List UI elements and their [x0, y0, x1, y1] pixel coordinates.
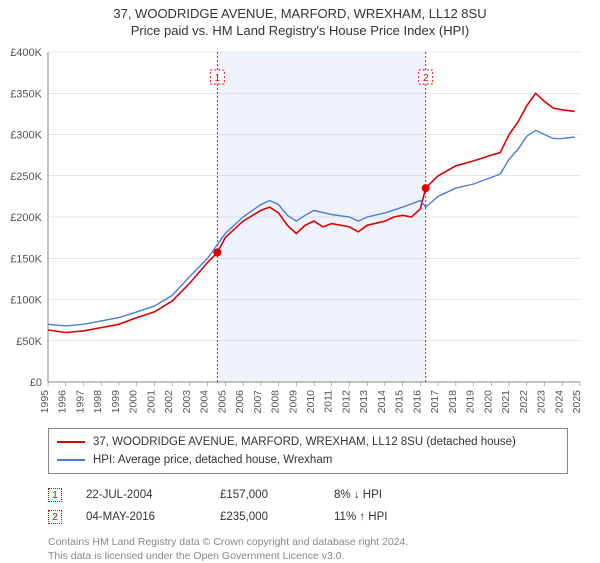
svg-text:2: 2: [423, 73, 429, 84]
svg-text:1998: 1998: [92, 390, 104, 414]
svg-text:2025: 2025: [571, 390, 583, 414]
sale-hpi: 8% ↓ HPI: [334, 489, 568, 501]
sale-price: £157,000: [220, 489, 310, 501]
svg-text:2013: 2013: [358, 390, 370, 414]
footnote-line: Contains HM Land Registry data © Crown c…: [48, 536, 568, 550]
svg-text:£350K: £350K: [10, 88, 42, 100]
svg-text:2018: 2018: [447, 390, 459, 414]
line-chart-svg: 1 2 £0 £50K £100K £150K £200K £250K £300K £350K £…: [0, 42, 600, 422]
svg-text:2011: 2011: [323, 390, 335, 413]
svg-text:2024: 2024: [553, 390, 565, 414]
chart-container: 37, WOODRIDGE AVENUE, MARFORD, WREXHAM, …: [0, 0, 600, 560]
svg-text:2002: 2002: [163, 390, 175, 414]
chart-footnote: Contains HM Land Registry data © Crown c…: [48, 536, 568, 563]
svg-text:2005: 2005: [216, 390, 228, 414]
svg-text:2008: 2008: [270, 390, 282, 414]
sale-hpi: 11% ↑ HPI: [334, 511, 568, 523]
chart-plot-area: 1 2 £0 £50K £100K £150K £200K £250K £300K £350K £…: [0, 42, 600, 422]
svg-text:2007: 2007: [252, 390, 264, 414]
svg-text:2021: 2021: [500, 390, 512, 414]
svg-text:2014: 2014: [376, 390, 388, 414]
footnote-line: This data is licensed under the Open Gov…: [48, 550, 568, 563]
legend-item: HPI: Average price, detached house, Wrex…: [57, 451, 559, 469]
sale-price: £235,000: [220, 511, 310, 523]
svg-text:2016: 2016: [411, 390, 423, 414]
svg-text:2000: 2000: [128, 390, 140, 414]
legend-label: HPI: Average price, detached house, Wrex…: [93, 454, 332, 466]
svg-text:£50K: £50K: [16, 336, 42, 348]
svg-text:£300K: £300K: [10, 130, 42, 142]
svg-text:2023: 2023: [536, 390, 548, 414]
chart-titles: 37, WOODRIDGE AVENUE, MARFORD, WREXHAM, …: [0, 0, 600, 42]
sale-marker-badge: 2: [48, 510, 62, 524]
chart-legend: 37, WOODRIDGE AVENUE, MARFORD, WREXHAM, …: [48, 428, 568, 474]
legend-swatch: [57, 441, 85, 443]
svg-text:£150K: £150K: [10, 253, 42, 265]
svg-text:2022: 2022: [518, 390, 530, 414]
sale-date: 22-JUL-2004: [86, 489, 196, 501]
svg-text:1995: 1995: [39, 390, 51, 414]
sales-table: 1 22-JUL-2004 £157,000 8% ↓ HPI 2 04-MAY-2016…: [48, 484, 568, 528]
svg-text:2017: 2017: [429, 390, 441, 414]
sale-row: 1 22-JUL-2004 £157,000 8% ↓ HPI: [48, 484, 568, 506]
svg-text:2003: 2003: [181, 390, 193, 414]
svg-text:2001: 2001: [145, 390, 157, 414]
svg-text:£100K: £100K: [10, 295, 42, 307]
chart-title: 37, WOODRIDGE AVENUE, MARFORD, WREXHAM, …: [0, 6, 600, 21]
svg-text:1: 1: [215, 73, 221, 84]
svg-text:2012: 2012: [340, 390, 352, 414]
svg-text:£250K: £250K: [10, 171, 42, 183]
svg-text:2015: 2015: [394, 390, 406, 414]
chart-subtitle: Price paid vs. HM Land Registry's House …: [0, 23, 600, 38]
legend-label: 37, WOODRIDGE AVENUE, MARFORD, WREXHAM, …: [93, 436, 516, 448]
svg-text:2020: 2020: [482, 390, 494, 414]
svg-text:2006: 2006: [234, 390, 246, 414]
svg-text:2019: 2019: [465, 390, 477, 414]
svg-text:£0: £0: [30, 377, 42, 389]
svg-text:£400K: £400K: [10, 47, 42, 59]
svg-text:1997: 1997: [74, 390, 86, 414]
svg-text:1996: 1996: [57, 390, 69, 414]
svg-text:2009: 2009: [287, 390, 299, 414]
legend-swatch: [57, 459, 85, 461]
sale-row: 2 04-MAY-2016 £235,000 11% ↑ HPI: [48, 506, 568, 528]
sale-marker-badge: 1: [48, 488, 62, 502]
legend-item: 37, WOODRIDGE AVENUE, MARFORD, WREXHAM, …: [57, 433, 559, 451]
svg-text:2004: 2004: [199, 390, 211, 414]
sale-date: 04-MAY-2016: [86, 511, 196, 523]
svg-text:2010: 2010: [305, 390, 317, 414]
svg-text:£200K: £200K: [10, 212, 42, 224]
svg-text:1999: 1999: [110, 390, 122, 414]
